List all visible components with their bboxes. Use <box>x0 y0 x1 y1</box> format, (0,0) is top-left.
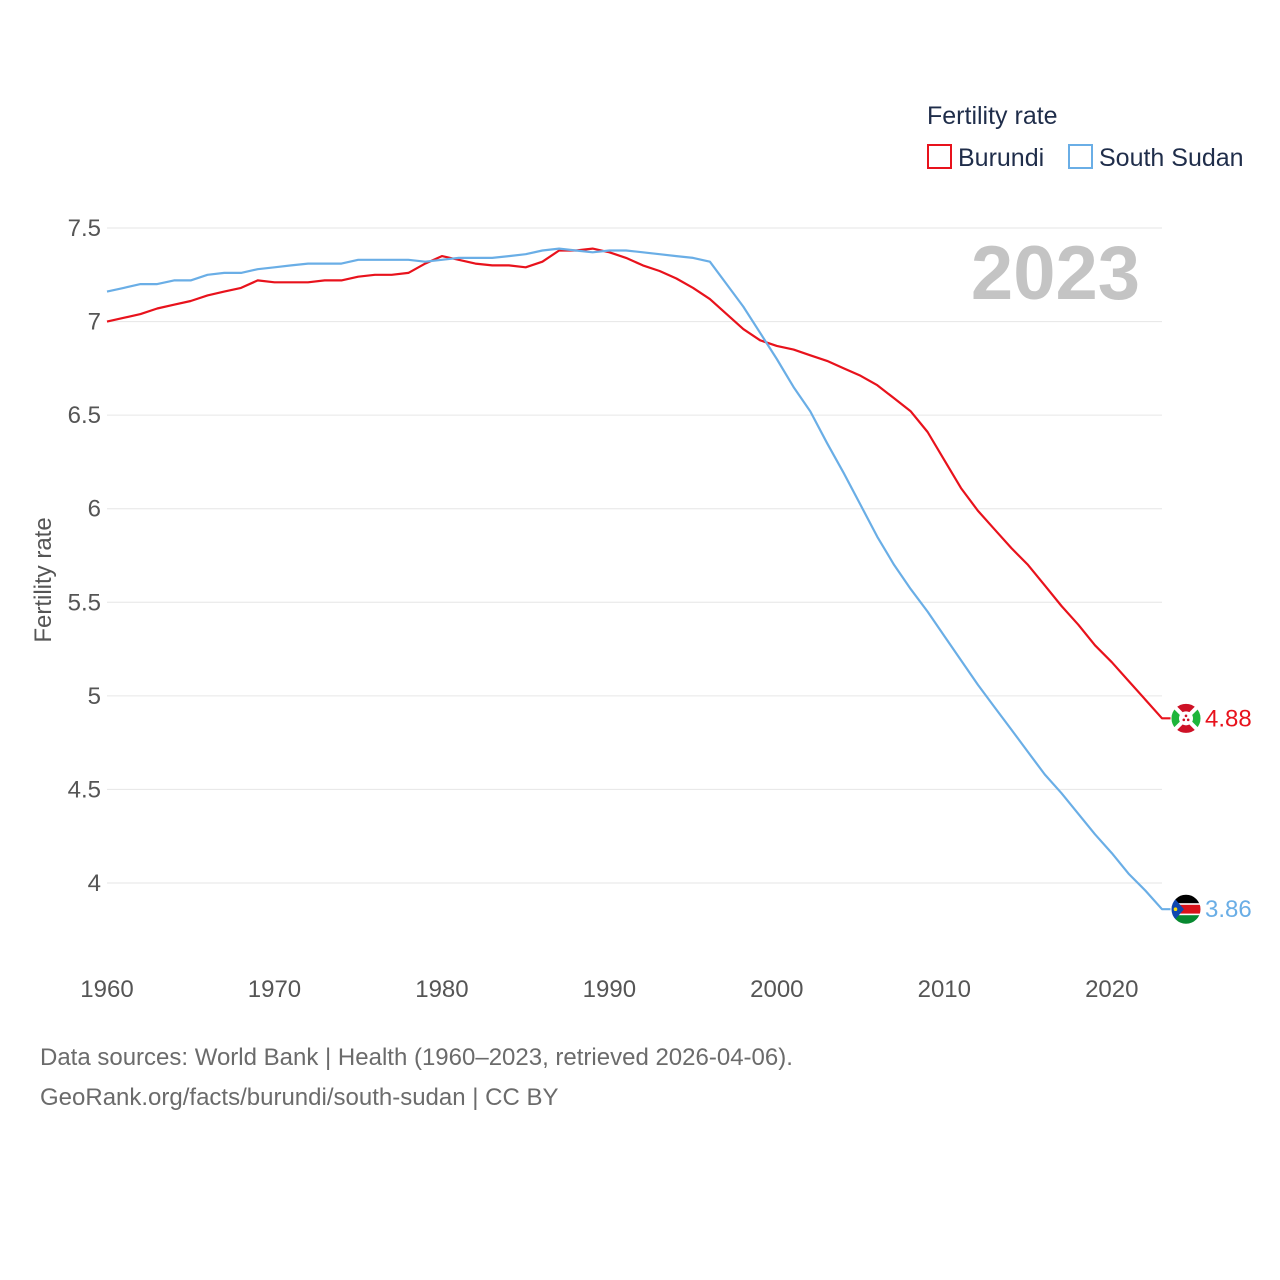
legend-label-south-sudan: South Sudan <box>1099 144 1244 172</box>
series-lines <box>106 247 1178 911</box>
y-tick-label: 4 <box>88 870 101 897</box>
x-tick-label: 2020 <box>1085 976 1138 1003</box>
x-axis-ticks: 1960 1970 1980 1990 2000 2010 2020 <box>80 976 1138 1003</box>
x-tick-label: 1960 <box>80 976 133 1003</box>
y-tick-label: 4.5 <box>68 776 101 803</box>
x-tick-label: 2010 <box>918 976 971 1003</box>
legend-label-burundi: Burundi <box>958 144 1044 172</box>
x-tick-label: 2000 <box>750 976 803 1003</box>
current-year-label: 2023 <box>971 231 1140 316</box>
legend-item-south-sudan[interactable]: South Sudan <box>1068 144 1244 172</box>
series-line-south-sudan <box>106 247 1178 911</box>
x-tick-label: 1990 <box>583 976 636 1003</box>
gridlines <box>107 227 1162 884</box>
y-tick-label: 7.5 <box>68 215 101 242</box>
legend: Fertility rate Burundi South Sudan <box>927 102 1244 172</box>
legend-swatch-south-sudan <box>1068 144 1093 169</box>
end-value-label-south-sudan: 3.86 <box>1205 896 1252 923</box>
series-line-burundi <box>106 247 1178 720</box>
legend-item-burundi[interactable]: Burundi <box>927 144 1044 172</box>
y-tick-label: 6.5 <box>68 402 101 429</box>
x-tick-label: 1980 <box>415 976 468 1003</box>
legend-title: Fertility rate <box>927 102 1058 130</box>
y-tick-label: 5 <box>88 683 101 710</box>
end-value-label-burundi: 4.88 <box>1205 705 1252 732</box>
y-tick-label: 7 <box>88 309 101 336</box>
source-link[interactable]: GeoRank.org/facts/burundi/south-sudan | … <box>40 1084 559 1111</box>
data-sources-note: Data sources: World Bank | Health (1960–… <box>40 1044 793 1071</box>
y-tick-label: 6 <box>88 496 101 523</box>
legend-swatch-burundi <box>927 144 952 169</box>
south-sudan-flag-icon <box>1170 893 1202 925</box>
y-axis-ticks: 4 4.5 5 5.5 6 6.5 7 7.5 <box>68 215 101 897</box>
burundi-flag-icon <box>1170 702 1202 734</box>
y-axis-title: Fertility rate <box>30 517 57 642</box>
x-tick-label: 1970 <box>248 976 301 1003</box>
y-tick-label: 5.5 <box>68 589 101 616</box>
end-markers: 4.88 3.86 <box>1170 702 1252 925</box>
fertility-rate-chart: 4 4.5 5 5.5 6 6.5 7 7.5 1960 1970 1980 1990 2000 201… <box>30 102 1252 1003</box>
